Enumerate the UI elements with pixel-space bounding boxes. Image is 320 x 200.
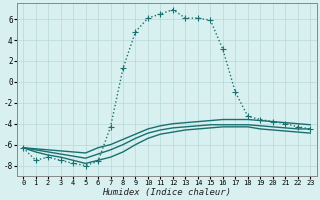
X-axis label: Humidex (Indice chaleur): Humidex (Indice chaleur): [102, 188, 231, 197]
